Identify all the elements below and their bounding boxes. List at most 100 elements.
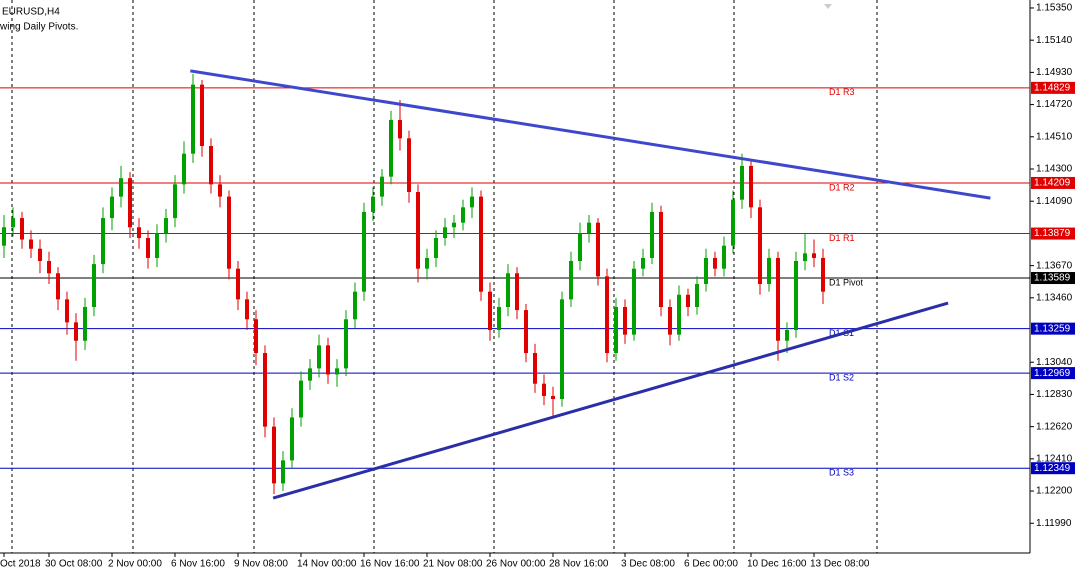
- candle-body: [776, 257, 780, 341]
- candle-body: [497, 307, 501, 331]
- candle-body: [668, 307, 672, 335]
- candle-body: [758, 207, 762, 285]
- y-tick-label: 1.12200: [1036, 486, 1073, 497]
- pivot-name: D1 R3: [829, 87, 855, 97]
- price-box: [1031, 227, 1075, 240]
- candle-body: [101, 218, 105, 265]
- pivot-value: 1.14209: [1034, 178, 1071, 189]
- candle-body: [29, 239, 33, 249]
- candle-body: [569, 261, 573, 300]
- chart-title: EURUSD,H4: [2, 7, 60, 18]
- candle-body: [209, 145, 213, 185]
- candle-body: [200, 84, 204, 146]
- candle-body: [398, 119, 402, 139]
- trend-line: [272, 301, 949, 500]
- candle-body: [119, 178, 123, 197]
- trend-line: [190, 69, 991, 200]
- x-tick-label: 13 Dec 08:00: [810, 559, 870, 570]
- candle-body: [308, 368, 312, 381]
- candle-body: [47, 261, 51, 274]
- candle-body: [515, 273, 519, 311]
- y-tick-label: 1.15350: [1036, 3, 1073, 14]
- x-tick-label: 2 Nov 00:00: [108, 559, 162, 570]
- x-tick-label: 14 Nov 00:00: [297, 559, 357, 570]
- pivot-value: 1.13259: [1034, 323, 1071, 334]
- candle-body: [479, 196, 483, 292]
- candle-body: [452, 222, 456, 228]
- candle-body: [128, 178, 132, 228]
- y-tick-label: 1.14090: [1036, 196, 1073, 207]
- candle-body: [686, 294, 690, 308]
- x-tick-label: 6 Dec 00:00: [684, 559, 738, 570]
- candle-body: [254, 319, 258, 354]
- candle-body: [722, 245, 726, 269]
- y-tick-label: 1.12830: [1036, 389, 1073, 400]
- x-tick-label: 6 Nov 16:00: [171, 559, 225, 570]
- price-box: [1031, 272, 1075, 285]
- candle-body: [11, 218, 15, 228]
- candle-body: [146, 238, 150, 258]
- x-tick-label: Oct 2018: [0, 559, 41, 570]
- candle-body: [596, 222, 600, 277]
- candle-body: [92, 264, 96, 308]
- candle-body: [272, 426, 276, 484]
- candle-body: [299, 380, 303, 418]
- y-tick-label: 1.14930: [1036, 67, 1073, 78]
- candle-body: [641, 257, 645, 269]
- x-tick-label: 16 Nov 16:00: [360, 559, 420, 570]
- candle-body: [164, 218, 168, 234]
- candle-body: [560, 299, 564, 400]
- candle-body: [740, 165, 744, 200]
- pivot-name: D1 R1: [829, 233, 855, 243]
- x-tick-label: 10 Dec 16:00: [747, 559, 807, 570]
- pivot-value: 1.13879: [1034, 228, 1071, 239]
- candle-body: [650, 211, 654, 258]
- candle-body: [506, 273, 510, 308]
- pivot-value: 1.14829: [1034, 83, 1071, 94]
- candle-body: [155, 233, 159, 258]
- candle-body: [713, 257, 717, 269]
- candle-body: [173, 184, 177, 219]
- candle-body: [812, 253, 816, 258]
- candle-body: [353, 291, 357, 320]
- pivot-value: 1.13589: [1034, 273, 1071, 284]
- candle-body: [524, 310, 528, 354]
- candle-body: [317, 345, 321, 369]
- candle-body: [380, 176, 384, 197]
- y-tick-label: 1.14300: [1036, 164, 1073, 175]
- candle-body: [803, 253, 807, 262]
- candle-body: [362, 211, 366, 292]
- candle-body: [65, 299, 69, 323]
- candle-body: [659, 211, 663, 308]
- candle-body: [218, 184, 222, 197]
- price-box: [1031, 322, 1075, 335]
- x-tick-label: 21 Nov 08:00: [423, 559, 483, 570]
- shift-marker: [824, 4, 832, 9]
- candle-body: [425, 257, 429, 269]
- candle-body: [191, 84, 195, 154]
- y-tick-label: 1.13040: [1036, 357, 1073, 368]
- candle-body: [38, 248, 42, 262]
- y-tick-label: 1.14720: [1036, 99, 1073, 110]
- price-box: [1031, 81, 1075, 94]
- y-tick-label: 1.14510: [1036, 131, 1073, 142]
- candle-body: [443, 227, 447, 239]
- candle-body: [389, 119, 393, 177]
- candle-body: [533, 353, 537, 384]
- candle-body: [110, 196, 114, 219]
- candle-body: [56, 273, 60, 300]
- candle-body: [2, 227, 6, 246]
- candle-body: [821, 257, 825, 292]
- candle-body: [371, 196, 375, 212]
- candle-body: [542, 383, 546, 396]
- y-tick-label: 1.12410: [1036, 453, 1073, 464]
- candle-body: [623, 307, 627, 335]
- candle-body: [290, 417, 294, 461]
- candle-body: [677, 294, 681, 335]
- candle-body: [785, 330, 789, 341]
- pivot-name: D1 Pivot: [829, 277, 864, 287]
- y-tick-label: 1.13460: [1036, 292, 1073, 303]
- candle-body: [632, 268, 636, 335]
- candle-body: [344, 319, 348, 369]
- candle-body: [74, 322, 78, 341]
